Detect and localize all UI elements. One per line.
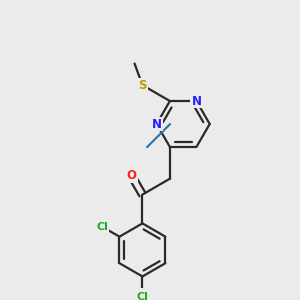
Text: Cl: Cl — [136, 292, 148, 300]
Text: S: S — [138, 79, 147, 92]
Text: N: N — [152, 118, 162, 130]
Text: O: O — [127, 169, 136, 182]
Text: N: N — [191, 94, 201, 107]
Text: Cl: Cl — [96, 222, 108, 232]
